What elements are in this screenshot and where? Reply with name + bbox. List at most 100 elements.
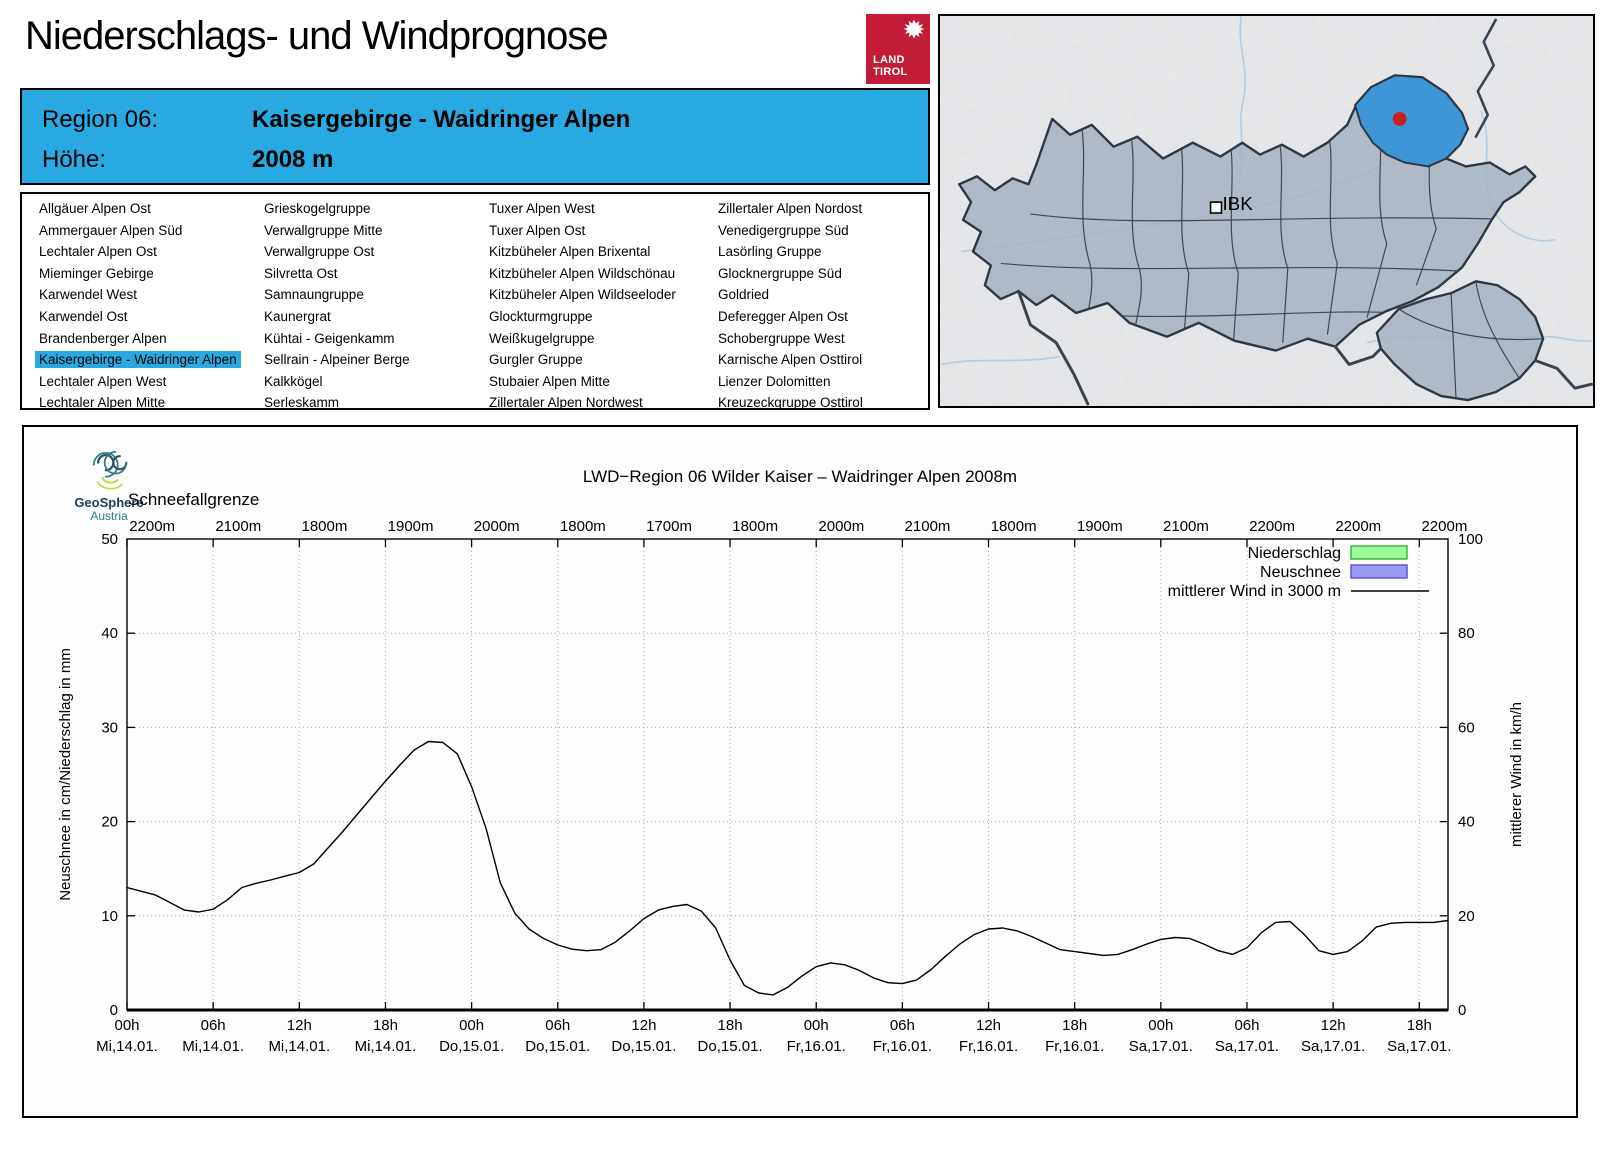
x-tick-label-hour: 18h — [1062, 1017, 1087, 1034]
region-list-item[interactable]: Karwendel West — [39, 287, 138, 303]
region-header: Region 06: Kaisergebirge - Waidringer Al… — [20, 88, 930, 185]
x-tick-label-hour: 18h — [718, 1017, 743, 1034]
snowline-tick-label: 2200m — [1249, 518, 1295, 535]
x-tick-label-day: Sa,17.01. — [1215, 1038, 1279, 1055]
region-list-item[interactable]: Serleskamm — [264, 395, 340, 411]
selected-region-highlight[interactable] — [1354, 74, 1469, 168]
land-tirol-logo: LAND TIROL — [866, 14, 930, 84]
y-tick-label-left: 0 — [110, 1002, 118, 1019]
region-list-item[interactable]: Lasörling Gruppe — [718, 244, 822, 260]
region-list-item[interactable]: Karwendel Ost — [39, 308, 128, 324]
region-list-item[interactable]: Grieskogelgruppe — [264, 201, 371, 216]
region-list-item[interactable]: Brandenberger Alpen — [39, 330, 167, 346]
region-list-column: Grieskogelgruppe Verwallgruppe Mitte Verwa… — [260, 198, 414, 414]
region-list-item[interactable]: Tuxer Alpen West — [489, 201, 595, 216]
region-list-item[interactable]: Kitzbüheler Alpen Brixental — [489, 244, 651, 260]
snowline-tick-label: 1900m — [388, 518, 434, 535]
legend-swatch-niederschlag — [1350, 545, 1408, 560]
region-list-item[interactable]: Kitzbüheler Alpen Wildseeloder — [489, 287, 676, 303]
region-list-item[interactable]: Zillertaler Alpen Nordost — [718, 201, 863, 216]
x-tick-label-hour: 00h — [459, 1017, 484, 1034]
region-list-item[interactable]: Kalkkögel — [264, 373, 323, 389]
region-list-column: Zillertaler Alpen Nordost Venedigergruppe… — [714, 198, 867, 414]
region-list: Allgäuer Alpen Ost Ammergauer Alpen Süd Le… — [20, 192, 930, 410]
x-tick-label-hour: 00h — [1148, 1017, 1173, 1034]
tirol-label: TIROL — [873, 66, 908, 78]
forecast-chart-panel: GeoSphere Austria LWD−Region 06 Wilder K… — [22, 425, 1578, 1118]
x-tick-label-day: Mi,14.01. — [96, 1038, 158, 1055]
region-list-item[interactable]: Allgäuer Alpen Ost — [39, 201, 151, 216]
tirol-map[interactable]: IBK — [938, 14, 1595, 408]
x-tick-label-day: Fr,16.01. — [873, 1038, 932, 1055]
snowline-tick-label: 2200m — [1335, 518, 1381, 535]
snowline-tick-label: 2000m — [818, 518, 864, 535]
ibk-marker-square[interactable] — [1209, 201, 1223, 214]
x-tick-label-hour: 06h — [545, 1017, 570, 1034]
region-list-item[interactable]: Weißkugelgruppe — [489, 330, 595, 346]
x-tick-label-hour: 00h — [804, 1017, 829, 1034]
region-list-item[interactable]: Lechtaler Alpen Ost — [39, 244, 157, 260]
x-tick-label-day: Fr,16.01. — [959, 1038, 1018, 1055]
geosphere-name: GeoSphere — [74, 495, 144, 510]
region-list-item[interactable]: Kreuzeckgruppe Osttirol — [718, 395, 863, 411]
tirol-eagle-icon — [903, 19, 925, 39]
region-list-item[interactable]: Zillertaler Alpen Nordwest — [489, 395, 643, 411]
region-list-item[interactable]: Samnaungruppe — [264, 287, 364, 303]
region-list-item-selected[interactable]: Kaisergebirge - Waidringer Alpen — [35, 349, 241, 371]
y-tick-label-left: 10 — [101, 908, 118, 925]
region-list-item[interactable]: Goldried — [718, 287, 770, 303]
region-list-item[interactable]: Schobergruppe West — [718, 330, 845, 346]
snowline-axis-label: Schneefallgrenze — [128, 490, 260, 509]
x-tick-label-day: Fr,16.01. — [1045, 1038, 1104, 1055]
x-tick-label-day: Mi,14.01. — [182, 1038, 244, 1055]
region-number-label: Region 06: — [42, 106, 159, 133]
region-list-item[interactable]: Tuxer Alpen Ost — [489, 222, 586, 238]
y-tick-label-right: 0 — [1458, 1002, 1466, 1019]
region-list-item[interactable]: Kaunergrat — [264, 308, 331, 324]
region-list-item[interactable]: Kühtai - Geigenkamm — [264, 330, 395, 346]
region-list-item[interactable]: Kitzbüheler Alpen Wildschönau — [489, 265, 676, 281]
region-list-item[interactable]: Silvretta Ost — [264, 265, 338, 281]
region-list-item[interactable]: Gurgler Gruppe — [489, 352, 583, 368]
region-list-column: Tuxer Alpen West Tuxer Alpen Ost Kitzbühel… — [485, 198, 680, 414]
region-list-item[interactable]: Stubaier Alpen Mitte — [489, 373, 610, 389]
station-dot — [1392, 112, 1407, 126]
region-name-value: Kaisergebirge - Waidringer Alpen — [252, 106, 631, 133]
region-list-item[interactable]: Sellrain - Alpeiner Berge — [264, 352, 410, 368]
state-border-lines — [1017, 18, 1593, 406]
x-tick-label-day: Do,15.01. — [439, 1038, 504, 1055]
y-tick-label-right: 20 — [1458, 908, 1475, 925]
x-tick-label-day: Do,15.01. — [611, 1038, 676, 1055]
region-list-item[interactable]: Glockturmgruppe — [489, 308, 593, 324]
y-tick-label-right: 100 — [1458, 531, 1483, 548]
region-list-item[interactable]: Lechtaler Alpen West — [39, 373, 167, 389]
region-list-item[interactable]: Deferegger Alpen Ost — [718, 308, 848, 324]
region-list-item[interactable]: Mieminger Gebirge — [39, 265, 154, 281]
y-tick-label-right: 60 — [1458, 719, 1475, 736]
y-axis-title-right: mittlerer Wind in km/h — [1508, 702, 1525, 847]
legend-swatch-neuschnee — [1350, 564, 1408, 579]
region-list-item[interactable]: Lienzer Dolomitten — [718, 373, 831, 389]
y-tick-label-left: 20 — [101, 814, 118, 831]
snowline-tick-label: 1800m — [560, 518, 606, 535]
x-tick-label-hour: 00h — [114, 1017, 139, 1034]
region-list-item[interactable]: Verwallgruppe Ost — [264, 244, 375, 260]
ibk-label: IBK — [1222, 193, 1253, 214]
snowline-tick-label: 2100m — [215, 518, 261, 535]
legend-label: Neuschnee — [1260, 564, 1341, 581]
snowline-tick-label: 1700m — [646, 518, 692, 535]
land-label: LAND — [873, 54, 905, 66]
region-list-item[interactable]: Ammergauer Alpen Süd — [39, 222, 183, 238]
legend-label: Niederschlag — [1248, 545, 1341, 562]
x-tick-label-day: Sa,17.01. — [1129, 1038, 1193, 1055]
region-list-item[interactable]: Karnische Alpen Osttirol — [718, 352, 863, 368]
east-tirol-regions[interactable] — [1375, 280, 1545, 402]
snowline-tick-label: 2200m — [129, 518, 175, 535]
region-list-item[interactable]: Venedigergruppe Süd — [718, 222, 849, 238]
y-axis-title-left: Neuschnee in cm/Niederschlag in mm — [57, 648, 74, 901]
region-list-item[interactable]: Lechtaler Alpen Mitte — [39, 395, 166, 411]
geosphere-swirl-icon — [92, 450, 128, 490]
snowline-tick-label: 1800m — [991, 518, 1037, 535]
region-list-item[interactable]: Glocknergruppe Süd — [718, 265, 842, 281]
region-list-item[interactable]: Verwallgruppe Mitte — [264, 222, 383, 238]
